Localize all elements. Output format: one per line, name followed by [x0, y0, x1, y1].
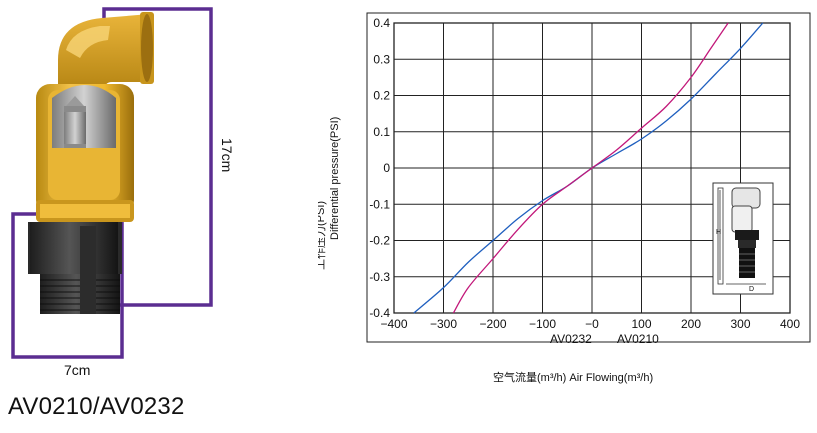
x-tick-label: −400 [380, 317, 407, 331]
tick-layer: −400 −300 −200 −100 −0 100 200 300 400 0.4 0.3 0.2 0… [369, 16, 800, 331]
y-tick-label: 0.1 [373, 125, 390, 139]
width-dimension-label: 7cm [64, 362, 90, 378]
y-tick-label: 0.2 [373, 89, 390, 103]
inset-dimension-diagram: H D [712, 182, 774, 295]
height-dimension-label: 17cm [219, 138, 235, 172]
inset-diameter-label: D [749, 286, 754, 293]
pressure-flow-chart: −400 −300 −200 −100 −0 100 200 300 400 0.4 0.3 0.2 0… [314, 8, 817, 428]
series-label-av0232: AV0232 [550, 332, 592, 346]
y-tick-label: 0.3 [373, 52, 390, 66]
y-tick-label: 0 [383, 161, 390, 175]
series-layer [413, 22, 764, 314]
chart-svg: −400 −300 −200 −100 −0 100 200 300 400 0.4 0.3 0.2 0… [314, 12, 811, 384]
threaded-base [28, 222, 122, 314]
y-tick-label: -0.4 [369, 306, 390, 320]
x-tick-label: −0 [585, 317, 599, 331]
x-axis-label: 空气流量(m³/h) Air Flowing(m³/h) [493, 370, 653, 384]
y-tick-label: -0.1 [369, 197, 390, 211]
x-tick-label: 300 [730, 317, 750, 331]
product-illustration: 17cm 7cm [0, 0, 260, 400]
x-tick-label: −200 [479, 317, 506, 331]
x-tick-label: −300 [430, 317, 457, 331]
series-label-av0210: AV0210 [617, 332, 659, 346]
valve-body [36, 84, 134, 222]
y-axis-label-cn: 工作压力(PSI) [318, 201, 327, 270]
x-tick-label: 400 [780, 317, 800, 331]
y-tick-label: 0.4 [373, 16, 390, 30]
y-tick-label: -0.2 [369, 234, 390, 248]
inset-height-label: H [716, 229, 721, 236]
air-valve-drawing: 17cm 7cm [11, 7, 235, 378]
chart-outer-frame [366, 12, 811, 343]
y-tick-label: -0.3 [369, 270, 390, 284]
x-tick-label: −100 [529, 317, 556, 331]
model-title: AV0210/AV0232 [8, 393, 185, 420]
y-axis-label-en: Differential pressure(PSI) [329, 117, 341, 240]
x-tick-label: 200 [681, 317, 701, 331]
elbow-outlet [58, 12, 154, 98]
series-line-av0210 [452, 22, 729, 314]
x-tick-label: 100 [631, 317, 651, 331]
